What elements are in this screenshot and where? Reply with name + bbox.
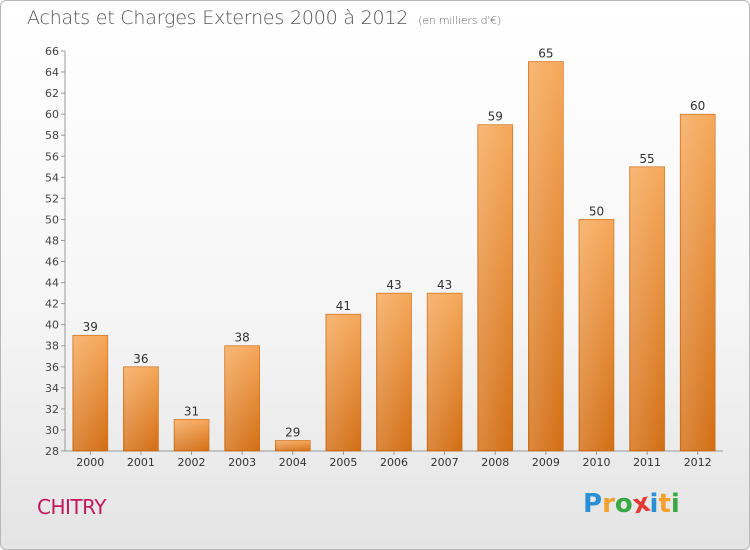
y-tick-label: 30 <box>45 424 59 437</box>
x-tick-label: 2001 <box>127 456 155 469</box>
bar-value-label: 38 <box>235 331 250 345</box>
y-tick-label: 42 <box>45 298 59 311</box>
y-tick-label: 56 <box>45 150 59 163</box>
x-tick-label: 2003 <box>228 456 256 469</box>
bar-highlight <box>73 336 107 450</box>
y-tick-label: 28 <box>45 445 59 458</box>
bar-value-label: 59 <box>488 110 503 124</box>
bar-value-label: 39 <box>83 320 98 334</box>
bar-highlight <box>681 115 715 450</box>
x-tick-label: 2000 <box>76 456 104 469</box>
x-tick-label: 2004 <box>279 456 307 469</box>
bar-value-label: 41 <box>336 299 351 313</box>
bar-highlight <box>579 220 613 450</box>
chart-title-text: Achats et Charges Externes 2000 à 2012 <box>27 7 409 29</box>
x-tick-label: 2012 <box>684 456 712 469</box>
proxiti-logo[interactable]: Proxiti <box>583 488 680 521</box>
logo-letter: i <box>649 489 659 519</box>
y-tick-label: 44 <box>45 277 59 290</box>
y-tick-label: 62 <box>45 87 59 100</box>
y-tick-label: 50 <box>45 213 59 226</box>
logo-letter: o <box>614 489 633 519</box>
bar-highlight <box>630 167 664 450</box>
x-tick-label: 2011 <box>633 456 661 469</box>
bar-highlight <box>478 125 512 451</box>
y-tick-label: 66 <box>45 45 59 58</box>
y-tick-label: 32 <box>45 403 59 416</box>
y-tick-label: 38 <box>45 340 59 353</box>
bar-value-label: 36 <box>133 352 148 366</box>
logo-letter: P <box>583 489 603 519</box>
chart-unit: (en milliers d'€) <box>418 14 502 27</box>
y-tick-label: 40 <box>45 319 59 332</box>
bar-value-label: 55 <box>639 152 654 166</box>
x-tick-label: 2002 <box>178 456 206 469</box>
y-tick-label: 48 <box>45 234 59 247</box>
bar-highlight <box>377 294 411 450</box>
bar-highlight <box>175 420 209 450</box>
bar-value-label: 65 <box>538 47 553 61</box>
bar-value-label: 29 <box>285 425 300 439</box>
x-tick-label: 2010 <box>582 456 610 469</box>
y-tick-label: 46 <box>45 256 59 269</box>
logo-letter: t <box>658 489 671 519</box>
bar-highlight <box>529 62 563 451</box>
bar-value-label: 50 <box>589 204 604 218</box>
y-tick-label: 52 <box>45 192 59 205</box>
bar-value-label: 60 <box>690 99 705 113</box>
y-tick-label: 34 <box>45 382 59 395</box>
bar-value-label: 43 <box>386 278 401 292</box>
y-tick-label: 54 <box>45 171 59 184</box>
bar-highlight <box>225 346 259 450</box>
y-tick-label: 36 <box>45 361 59 374</box>
chart-title: Achats et Charges Externes 2000 à 2012 (e… <box>27 7 501 29</box>
y-tick-label: 58 <box>45 129 59 142</box>
logo-letter: i <box>670 489 680 519</box>
bar-highlight <box>124 367 158 450</box>
y-tick-label: 60 <box>45 108 59 121</box>
x-tick-label: 2006 <box>380 456 408 469</box>
x-tick-label: 2007 <box>431 456 459 469</box>
bar-value-label: 43 <box>437 278 452 292</box>
bar-value-label: 31 <box>184 404 199 418</box>
bar-layer: 39 36 31 38 29 41 43 43 59 65 50 55 60 <box>72 47 716 452</box>
x-tick-label: 2008 <box>481 456 509 469</box>
commune-name: CHITRY <box>37 495 106 519</box>
bar-highlight <box>428 294 462 450</box>
logo-letter: r <box>602 489 615 519</box>
x-tick-label: 2009 <box>532 456 560 469</box>
x-tick-label: 2005 <box>329 456 357 469</box>
bar-highlight <box>276 441 310 450</box>
y-tick-label: 64 <box>45 66 59 79</box>
bar-highlight <box>326 315 360 450</box>
